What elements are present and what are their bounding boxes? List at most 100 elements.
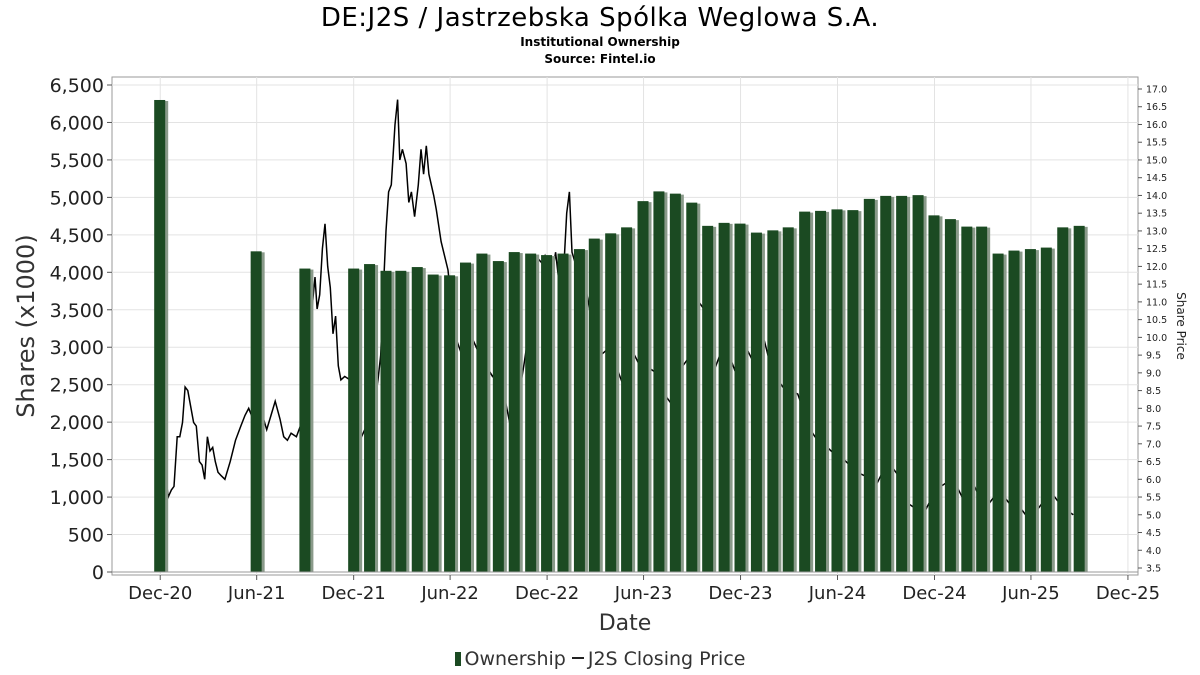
ownership-bar: [669, 193, 681, 572]
ownership-bar: [459, 262, 471, 572]
ownership-bar: [364, 264, 376, 572]
ownership-bar: [621, 227, 633, 572]
ownership-bar: [154, 99, 166, 572]
x-axis-label: Date: [599, 611, 652, 636]
ownership-bar: [605, 233, 617, 572]
ownership-bar: [1073, 225, 1085, 572]
ownership-bar: [928, 215, 940, 572]
ownership-legend-label: Ownership: [464, 648, 566, 670]
chart-source: Source: Fintel.io: [544, 52, 656, 66]
y-tick-label: 3,000: [50, 337, 104, 359]
x-tick-label: Dec-22: [515, 583, 579, 604]
ownership-bar: [961, 226, 973, 572]
y2-tick-label: 10.5: [1146, 315, 1167, 326]
y2-tick-label: 8.5: [1146, 386, 1161, 397]
y-tick-label: 3,500: [50, 300, 104, 322]
y2-tick-label: 14.5: [1146, 173, 1167, 184]
ownership-legend-swatch: [454, 652, 461, 666]
ownership-bar: [573, 249, 585, 572]
y-tick-label: 6,000: [50, 112, 104, 134]
y2-tick-label: 15.0: [1146, 155, 1167, 166]
y2-tick-label: 10.0: [1146, 333, 1167, 344]
chart-subtitle: Institutional Ownership: [520, 35, 680, 49]
y2-tick-label: 5.0: [1146, 510, 1161, 521]
ownership-bar: [815, 210, 827, 572]
ownership-bar: [686, 202, 698, 573]
y2-tick-label: 4.5: [1146, 528, 1161, 539]
ownership-bar: [1040, 247, 1052, 573]
price-legend-label: J2S Closing Price: [587, 648, 746, 670]
ownership-bar: [492, 261, 504, 572]
ownership-bar: [380, 270, 392, 572]
ownership-bar: [476, 253, 488, 573]
y2-tick-label: 5.5: [1146, 493, 1161, 504]
ownership-bar: [896, 195, 908, 572]
ownership-bar: [799, 211, 811, 572]
y-tick-label: 2,500: [50, 375, 104, 397]
y2-tick-label: 17.0: [1146, 85, 1167, 96]
ownership-bar: [299, 268, 311, 572]
ownership-bar: [880, 195, 892, 572]
y-tick-label: 4,500: [50, 225, 104, 247]
y2-tick-label: 7.5: [1146, 422, 1161, 433]
y2-tick-label: 11.0: [1146, 297, 1167, 308]
x-tick-label: Dec-21: [322, 583, 386, 604]
ownership-bar: [767, 230, 779, 572]
y-tick-label: 500: [68, 525, 104, 547]
ownership-bar: [944, 219, 956, 572]
y2-tick-label: 15.5: [1146, 138, 1167, 149]
ownership-bar: [508, 252, 520, 572]
x-tick-label: Jun-25: [1001, 583, 1060, 604]
ownership-bar: [411, 267, 423, 572]
ownership-bar: [1008, 250, 1020, 572]
ownership-bar: [637, 201, 649, 572]
price-series-line: [159, 99, 1074, 520]
ownership-bar: [912, 195, 924, 573]
y-tick-label: 2,000: [50, 412, 104, 434]
ownership-bar: [718, 222, 730, 572]
ownership-bar: [992, 253, 1004, 573]
y2-tick-label: 16.5: [1146, 102, 1167, 113]
y2-tick-label: 9.0: [1146, 368, 1161, 379]
ownership-bar: [831, 209, 843, 572]
ownership-bar: [734, 223, 746, 572]
ownership-bar: [1057, 227, 1069, 572]
ownership-bar: [348, 268, 360, 572]
y-tick-label: 5,000: [50, 187, 104, 209]
x-tick-label: Dec-20: [128, 583, 192, 604]
x-tick-label: Jun-23: [614, 583, 673, 604]
ownership-bar: [541, 255, 553, 572]
y2-tick-label: 4.0: [1146, 546, 1161, 557]
ownership-bar: [557, 253, 569, 573]
x-tick-label: Jun-22: [420, 583, 479, 604]
x-tick-label: Jun-21: [227, 583, 286, 604]
x-tick-label: Dec-23: [708, 583, 772, 604]
y2-tick-label: 14.0: [1146, 191, 1167, 202]
ownership-bar: [250, 251, 262, 572]
y2-tick-label: 8.0: [1146, 404, 1161, 415]
ownership-bar: [847, 210, 859, 573]
y2-tick-label: 9.5: [1146, 351, 1161, 362]
y2-tick-label: 6.0: [1146, 475, 1161, 486]
x-tick-label: Dec-25: [1096, 583, 1160, 604]
y2-tick-label: 13.5: [1146, 209, 1167, 220]
y2-tick-label: 13.0: [1146, 226, 1167, 237]
y-tick-label: 5,500: [50, 150, 104, 172]
y2-tick-label: 16.0: [1146, 120, 1167, 131]
y2-tick-label: 6.5: [1146, 457, 1161, 468]
ownership-bar: [427, 274, 439, 572]
y2-axis-label: Share Price: [1174, 292, 1188, 360]
y-tick-label: 1,000: [50, 487, 104, 509]
x-tick-label: Dec-24: [902, 583, 966, 604]
ownership-bar: [525, 253, 537, 573]
ownership-bar: [395, 270, 407, 572]
chart-legend: Ownership J2S Closing Price: [0, 648, 1200, 670]
y-tick-label: 1,500: [50, 450, 104, 472]
ownership-bar: [976, 226, 988, 572]
y2-tick-label: 12.5: [1146, 244, 1167, 255]
ownership-bar: [863, 198, 875, 573]
ownership-bar: [444, 275, 456, 572]
ownership-bar: [1024, 249, 1036, 572]
y-tick-label: 6,500: [50, 75, 104, 97]
